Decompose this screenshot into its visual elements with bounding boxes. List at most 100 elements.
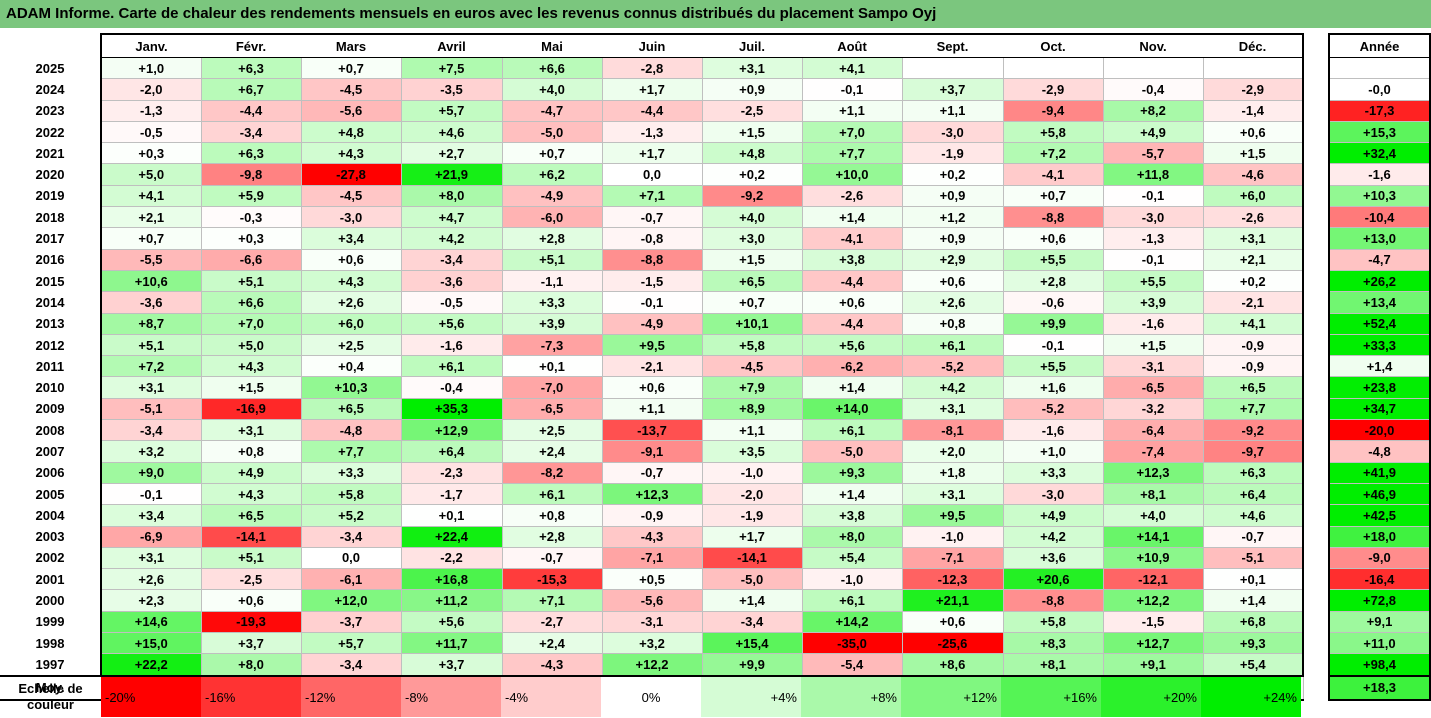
heatmap-cell: +8,7 (100, 312, 202, 335)
annual-row: -9,0 (1328, 547, 1431, 570)
heatmap-cell: +2,8 (501, 227, 603, 250)
heatmap-cell: -0,9 (1202, 355, 1304, 378)
heatmap-cell: +14,0 (801, 397, 903, 421)
heatmap-cell: +1,1 (801, 99, 903, 122)
heatmap-cell: +5,8 (1002, 120, 1104, 144)
heatmap-cell: -4,5 (701, 355, 803, 378)
heatmap-cell: -4,5 (300, 78, 402, 101)
heatmap-cell: -3,6 (400, 269, 503, 293)
heatmap-cell: -4,5 (300, 184, 402, 208)
month-header: Déc. (1203, 33, 1304, 58)
heatmap-cell: -2,3 (400, 461, 503, 484)
heatmap-cell: +3,1 (1202, 227, 1304, 250)
heatmap-cell: -9,2 (1202, 419, 1304, 442)
heatmap-cell: -4,4 (801, 312, 903, 335)
heatmap-cell: -2,5 (701, 99, 803, 122)
annual-row: +23,8 (1328, 376, 1431, 399)
annual-row: +13,4 (1328, 291, 1431, 314)
heatmap-cell: -8,8 (601, 248, 703, 271)
heatmap-cell: +3,7 (901, 78, 1004, 101)
heatmap-cell: +2,8 (1002, 269, 1104, 293)
table-row: 2012 +5,1 +5,0 +2,5 -1,6 -7,3 +9,5 +5,8 +5,6 +6,1… (0, 333, 1304, 357)
heatmap-cell: +2,6 (901, 291, 1004, 314)
heatmap-cell: +0,9 (701, 78, 803, 101)
heatmap-cell: +3,1 (701, 56, 803, 80)
heatmap-cell: -3,5 (400, 78, 503, 101)
legend-swatch: +24% (1201, 677, 1301, 717)
heatmap-cell: -5,0 (501, 120, 603, 144)
table-row: 2018 +2,1 -0,3 -3,0 +4,7 -6,0 -0,7 +4,0 +1,4 +1,2… (0, 206, 1304, 229)
table-row: 2008 -3,4 +3,1 -4,8 +12,9 +2,5 -13,7 +1,1 +6,1 -8… (0, 419, 1304, 442)
heatmap-cell: -1,0 (801, 568, 903, 591)
heatmap-cell: +16,8 (400, 568, 503, 591)
annual-cell: +13,4 (1328, 291, 1431, 314)
heatmap-cell: -4,3 (601, 525, 703, 548)
heatmap-cell: -13,7 (601, 419, 703, 442)
table-row: 1998 +15,0 +3,7 +5,7 +11,7 +2,4 +3,2 +15,4 -35,0… (0, 632, 1304, 655)
heatmap-cell: +1,5 (1102, 333, 1204, 357)
heatmap-cell: +1,4 (801, 482, 903, 506)
heatmap-cell: -5,5 (100, 248, 202, 271)
heatmap-cell: -1,4 (1202, 99, 1304, 122)
heatmap-cell: +15,4 (701, 632, 803, 655)
year-label: 2012 (35, 337, 65, 353)
table-row: 2014 -3,6 +6,6 +2,6 -0,5 +3,3 -0,1 +0,7 +0,6 +2,6… (0, 291, 1304, 314)
heatmap-cell: +7,2 (100, 355, 202, 378)
heatmap-cell: +4,6 (400, 120, 503, 144)
table-row: 2002 +3,1 +5,1 0,0 -2,2 -0,7 -7,1 -14,1 +5,4 -7,1… (0, 546, 1304, 570)
annual-row: -4,7 (1328, 249, 1431, 271)
heatmap-cell: -4,1 (801, 227, 903, 250)
annual-row: +42,5 (1328, 504, 1431, 527)
heatmap-cell: -16,9 (200, 397, 302, 421)
heatmap-cell: -4,3 (501, 653, 603, 677)
heatmap-cell: +1,8 (901, 461, 1004, 484)
year-label: 2011 (35, 358, 65, 374)
table-row: 2005 -0,1 +4,3 +5,8 -1,7 +6,1 +12,3 -2,0 +1,4 +3,… (0, 482, 1304, 506)
heatmap-cell: +5,7 (300, 632, 402, 655)
annual-cell: -16,4 (1328, 568, 1431, 591)
heatmap-cell: +6,3 (1202, 461, 1304, 484)
heatmap-cell: +8,0 (801, 525, 903, 548)
year-label: 2009 (35, 401, 65, 417)
heatmap-cell: +12,0 (300, 589, 402, 612)
heatmap-cell: -0,7 (601, 461, 703, 484)
heatmap-cell: -6,4 (1102, 419, 1204, 442)
annual-row: +41,9 (1328, 462, 1431, 484)
heatmap-cell: -5,2 (1002, 397, 1104, 421)
heatmap-cell: +9,9 (1002, 312, 1104, 335)
heatmap-cell: +2,8 (501, 525, 603, 548)
table-row: 2004 +3,4 +6,5 +5,2 +0,1 +0,8 -0,9 -1,9 +3,8 +9,5… (0, 504, 1304, 527)
heatmap-cell: +1,4 (1202, 589, 1304, 612)
heatmap-cell: -0,9 (601, 504, 703, 527)
heatmap-cell: -3,4 (300, 653, 402, 677)
heatmap-cell: +5,6 (801, 333, 903, 357)
heatmap-cell: +3,8 (801, 248, 903, 271)
heatmap-cell: +0,7 (1002, 184, 1104, 208)
heatmap-cell: -3,4 (100, 419, 202, 442)
heatmap-cell: -2,9 (1202, 78, 1304, 101)
heatmap-cell: +0,8 (200, 440, 302, 463)
table-row: 2010 +3,1 +1,5 +10,3 -0,4 -7,0 +0,6 +7,9 +1,4 +4,… (0, 376, 1304, 399)
heatmap-cell: +8,6 (901, 653, 1004, 677)
heatmap-cell: -25,6 (901, 632, 1004, 655)
heatmap-cell: +9,5 (901, 504, 1004, 527)
heatmap-cell (1002, 56, 1104, 80)
annual-cell: +42,5 (1328, 504, 1431, 527)
heatmap-cell: -1,5 (601, 269, 703, 293)
heatmap-cell: +6,5 (200, 504, 302, 527)
year-label: 2010 (35, 380, 65, 396)
heatmap-cell: +5,0 (100, 163, 202, 186)
heatmap-cell: +0,2 (701, 163, 803, 186)
heatmap-cell: +4,3 (200, 482, 302, 506)
heatmap-cell: +6,3 (200, 56, 302, 80)
heatmap-cell: +2,6 (300, 291, 402, 314)
heatmap-cell: -0,4 (400, 376, 503, 399)
heatmap-cell: +0,9 (901, 184, 1004, 208)
heatmap-cell: +5,4 (801, 546, 903, 570)
year-label: 2016 (35, 252, 65, 268)
heatmap-cell: -1,0 (701, 461, 803, 484)
heatmap-cell: -6,0 (501, 206, 603, 229)
heatmap-cell: +9,3 (1202, 632, 1304, 655)
heatmap-cell: +22,4 (400, 525, 503, 548)
heatmap-cell: +3,3 (300, 461, 402, 484)
